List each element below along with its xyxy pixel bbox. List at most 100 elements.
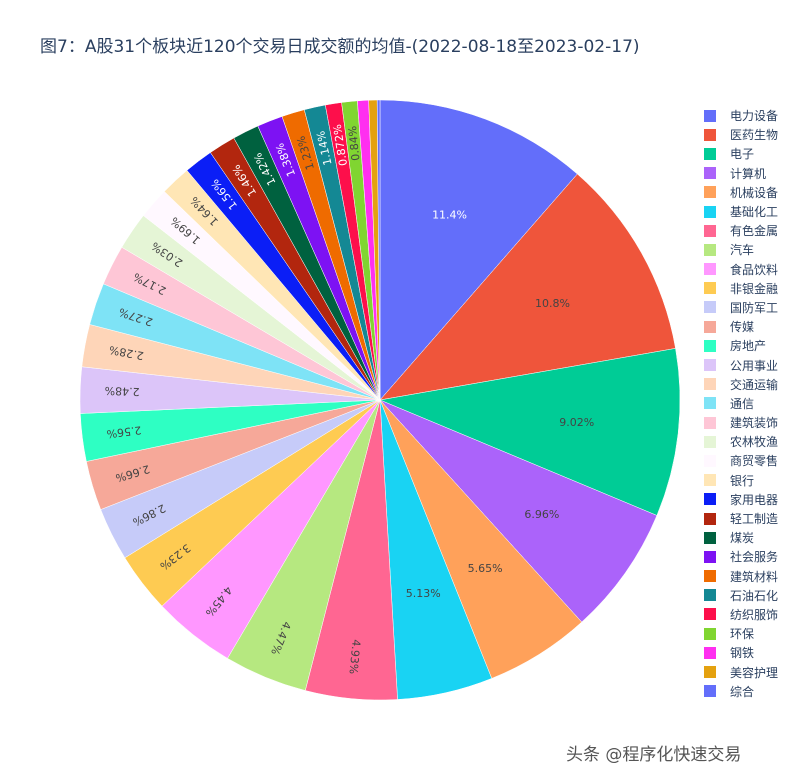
- pie-slice-label-26: 0.872%: [331, 123, 350, 166]
- legend-label: 交通运输: [730, 377, 779, 392]
- legend-label: 基础化工: [730, 205, 779, 220]
- legend-label: 建筑材料: [730, 569, 779, 584]
- legend-label: 非银金融: [730, 281, 779, 296]
- legend-item-28[interactable]: 钢铁: [704, 643, 778, 662]
- legend-label: 食品饮料: [730, 262, 779, 277]
- legend-item-11[interactable]: 传媒: [704, 317, 778, 336]
- legend-label: 农林牧渔: [730, 435, 779, 450]
- legend-item-1[interactable]: 医药生物: [704, 125, 778, 144]
- legend-label: 钢铁: [730, 646, 755, 661]
- legend-item-7[interactable]: 汽车: [704, 240, 778, 259]
- pie-slice-3: [379, 399, 658, 623]
- legend-swatch: [704, 512, 716, 525]
- legend-item-15[interactable]: 通信: [704, 394, 778, 413]
- legend-item-8[interactable]: 食品饮料: [704, 260, 778, 279]
- legend-swatch: [704, 359, 716, 372]
- legend-item-9[interactable]: 非银金融: [704, 279, 778, 298]
- legend-swatch: [704, 627, 716, 640]
- legend-label: 美容护理: [730, 665, 779, 680]
- legend-item-27[interactable]: 环保: [704, 624, 778, 643]
- legend-label: 轻工制造: [730, 512, 779, 527]
- pie-slice-30: [376, 99, 381, 401]
- legend-item-12[interactable]: 房地产: [704, 336, 778, 355]
- legend-label: 银行: [730, 473, 755, 488]
- legend-label: 有色金属: [730, 224, 779, 239]
- legend-item-3[interactable]: 计算机: [704, 164, 778, 183]
- legend-swatch: [704, 205, 716, 218]
- legend-swatch: [704, 320, 716, 333]
- pie-slice-label-3: 6.96%: [524, 508, 559, 521]
- legend-item-21[interactable]: 轻工制造: [704, 509, 778, 528]
- pie-slice-label-0: 11.4%: [432, 209, 467, 222]
- legend-swatch: [704, 550, 716, 563]
- legend-item-30[interactable]: 综合: [704, 682, 778, 701]
- legend-swatch: [704, 339, 716, 352]
- legend-item-29[interactable]: 美容护理: [704, 662, 778, 681]
- pie-slice-1: [379, 173, 676, 401]
- legend-swatch: [704, 109, 716, 122]
- watermark-text: 头条 @程序化快速交易: [566, 745, 742, 765]
- legend-label: 煤炭: [730, 531, 755, 546]
- legend-item-26[interactable]: 纺织服饰: [704, 605, 778, 624]
- pie-slice-0: [379, 99, 578, 401]
- legend-swatch: [704, 378, 716, 391]
- legend-item-13[interactable]: 公用事业: [704, 355, 778, 374]
- legend-swatch: [704, 416, 716, 429]
- legend-item-20[interactable]: 家用电器: [704, 490, 778, 509]
- legend-label: 电子: [730, 147, 755, 162]
- legend-label: 国防军工: [730, 300, 779, 315]
- legend-swatch: [704, 685, 716, 698]
- pie-slice-2: [379, 348, 681, 516]
- legend-swatch: [704, 474, 716, 487]
- legend-item-14[interactable]: 交通运输: [704, 375, 778, 394]
- pie-slice-label-4: 5.65%: [468, 562, 503, 575]
- legend-item-25[interactable]: 石油石化: [704, 586, 778, 605]
- legend-label: 汽车: [730, 243, 755, 258]
- legend-item-19[interactable]: 银行: [704, 471, 778, 490]
- chart-title: 图7：A股31个板块近120个交易日成交额的均值-(2022-08-18至202…: [40, 37, 640, 57]
- legend-label: 环保: [730, 627, 755, 642]
- legend-swatch: [704, 589, 716, 602]
- legend-label: 纺织服饰: [730, 607, 779, 622]
- legend-swatch: [704, 666, 716, 679]
- legend-item-4[interactable]: 机械设备: [704, 183, 778, 202]
- pie-slice-label-6: 4.93%: [346, 639, 362, 675]
- legend-label: 机械设备: [730, 185, 779, 200]
- legend-item-24[interactable]: 建筑材料: [704, 567, 778, 586]
- legend-swatch: [704, 531, 716, 544]
- legend-label: 商贸零售: [730, 454, 779, 469]
- chart-legend: 电力设备医药生物电子计算机机械设备基础化工有色金属汽车食品饮料非银金融国防军工传…: [704, 106, 778, 701]
- legend-item-0[interactable]: 电力设备: [704, 106, 778, 125]
- legend-item-16[interactable]: 建筑装饰: [704, 413, 778, 432]
- pie-slice-label-2: 9.02%: [559, 416, 594, 429]
- legend-swatch: [704, 224, 716, 237]
- legend-label: 建筑装饰: [730, 416, 779, 431]
- legend-label: 医药生物: [730, 128, 779, 143]
- legend-item-18[interactable]: 商贸零售: [704, 451, 778, 470]
- legend-swatch: [704, 608, 716, 621]
- legend-item-5[interactable]: 基础化工: [704, 202, 778, 221]
- legend-item-2[interactable]: 电子: [704, 144, 778, 163]
- legend-label: 石油石化: [730, 588, 779, 603]
- legend-label: 通信: [730, 396, 755, 411]
- legend-item-22[interactable]: 煤炭: [704, 528, 778, 547]
- legend-item-17[interactable]: 农林牧渔: [704, 432, 778, 451]
- legend-label: 传媒: [730, 320, 755, 335]
- legend-item-23[interactable]: 社会服务: [704, 547, 778, 566]
- legend-swatch: [704, 263, 716, 276]
- legend-swatch: [704, 454, 716, 467]
- legend-swatch: [704, 646, 716, 659]
- legend-swatch: [704, 301, 716, 314]
- legend-label: 综合: [730, 684, 755, 699]
- legend-swatch: [704, 435, 716, 448]
- legend-swatch: [704, 397, 716, 410]
- legend-label: 社会服务: [730, 550, 779, 565]
- pie-slice-label-12: 2.56%: [106, 423, 142, 440]
- legend-swatch: [704, 243, 716, 256]
- legend-item-6[interactable]: 有色金属: [704, 221, 778, 240]
- legend-swatch: [704, 186, 716, 199]
- pie-slice-label-27: 0.84%: [346, 125, 362, 161]
- legend-item-10[interactable]: 国防军工: [704, 298, 778, 317]
- legend-swatch: [704, 128, 716, 141]
